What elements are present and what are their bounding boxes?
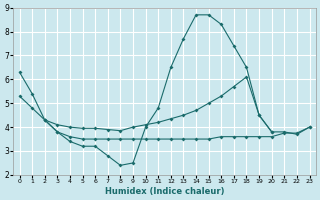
- X-axis label: Humidex (Indice chaleur): Humidex (Indice chaleur): [105, 187, 224, 196]
